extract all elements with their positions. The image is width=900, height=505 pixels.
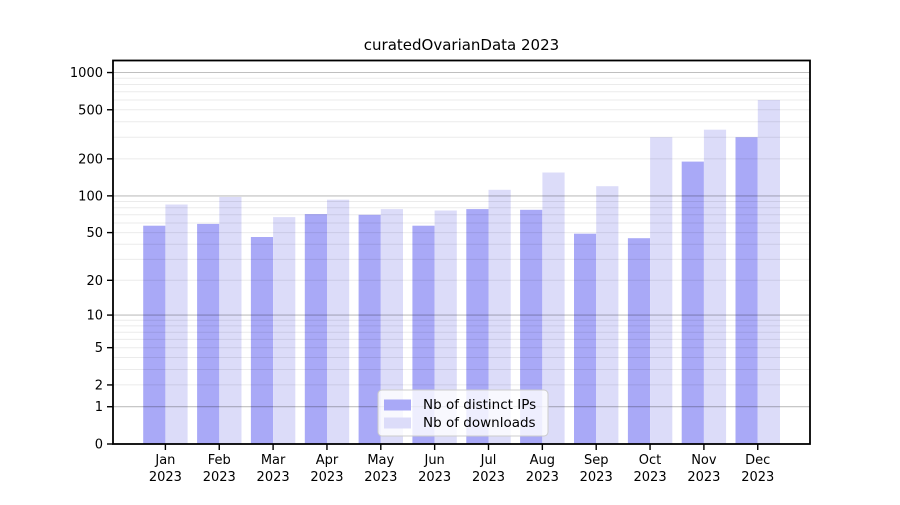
- bar-distinct-ips-may: [358, 214, 381, 444]
- legend-label-distinct-ips: Nb of distinct IPs: [423, 397, 536, 413]
- legend-swatch-distinct-ips-icon: [384, 399, 411, 411]
- bar-distinct-ips-oct: [627, 238, 651, 444]
- x-tick-label: May 2023: [364, 453, 397, 485]
- chart-title: curatedOvarianData 2023: [364, 36, 559, 54]
- x-tick-label: Jan 2023: [149, 453, 182, 485]
- y-tick-label: 5: [95, 341, 103, 356]
- bar-downloads-may: [380, 209, 403, 444]
- x-tick-label: Jul 2023: [472, 453, 505, 485]
- y-tick-label: 1: [95, 400, 103, 415]
- bar-distinct-ips-mar: [250, 237, 274, 444]
- y-tick-label: 10: [86, 309, 103, 324]
- bar-downloads-jun: [434, 210, 457, 444]
- bar-downloads-sep: [596, 186, 619, 444]
- x-tick-label: Aug 2023: [526, 453, 559, 485]
- bar-downloads-mar: [273, 217, 296, 444]
- legend-box: [377, 389, 549, 437]
- y-tick-label: 1000: [70, 66, 103, 81]
- x-tick-label: Nov 2023: [687, 453, 720, 485]
- bar-distinct-ips-jul: [466, 209, 489, 444]
- x-tick-label: Apr 2023: [310, 453, 343, 485]
- bar-distinct-ips-aug: [520, 209, 543, 444]
- bar-downloads-jan: [165, 204, 188, 444]
- bars-layer: [143, 100, 780, 444]
- legend-swatch-downloads-icon: [384, 417, 411, 429]
- bar-downloads-dec: [757, 100, 780, 444]
- y-tick-label: 50: [86, 226, 103, 241]
- bar-distinct-ips-dec: [735, 137, 758, 444]
- x-tick-label: Feb 2023: [203, 453, 236, 485]
- bar-downloads-oct: [650, 137, 673, 444]
- legend-label-downloads: Nb of downloads: [423, 415, 536, 431]
- y-tick-label: 200: [78, 152, 103, 167]
- bar-downloads-nov: [703, 129, 727, 444]
- bar-distinct-ips-jan: [143, 225, 166, 444]
- gridlines-layer: [113, 71, 810, 408]
- bar-downloads-aug: [542, 172, 565, 444]
- x-tick-label: Mar 2023: [257, 453, 290, 485]
- legend: Nb of distinct IPs Nb of downloads: [377, 389, 549, 437]
- bar-distinct-ips-feb: [197, 223, 220, 444]
- bar-distinct-ips-apr: [304, 214, 327, 444]
- bar-distinct-ips-nov: [681, 161, 704, 444]
- y-tick-label: 2: [95, 378, 103, 393]
- x-tick-label: Sep 2023: [580, 453, 613, 485]
- y-tick-label: 500: [78, 103, 103, 118]
- y-tick-label: 100: [78, 189, 103, 204]
- bar-downloads-feb: [219, 196, 242, 444]
- plot-border: [112, 59, 811, 445]
- y-tick-label: 0: [95, 438, 103, 453]
- axes-layer: [107, 59, 811, 450]
- bar-distinct-ips-jun: [412, 225, 435, 444]
- tick-labels-layer: 0 1 2 5 10 20 50 100 200 500 1000 Jan 2023 Feb 2023 Mar…: [70, 66, 774, 485]
- bar-downloads-apr: [327, 199, 350, 444]
- x-tick-label: Jun 2023: [418, 453, 451, 485]
- y-tick-label: 20: [86, 274, 103, 289]
- bar-downloads-jul: [488, 189, 511, 444]
- x-tick-label: Dec 2023: [741, 453, 774, 485]
- x-tick-label: Oct 2023: [634, 453, 667, 485]
- bar-distinct-ips-sep: [574, 233, 597, 444]
